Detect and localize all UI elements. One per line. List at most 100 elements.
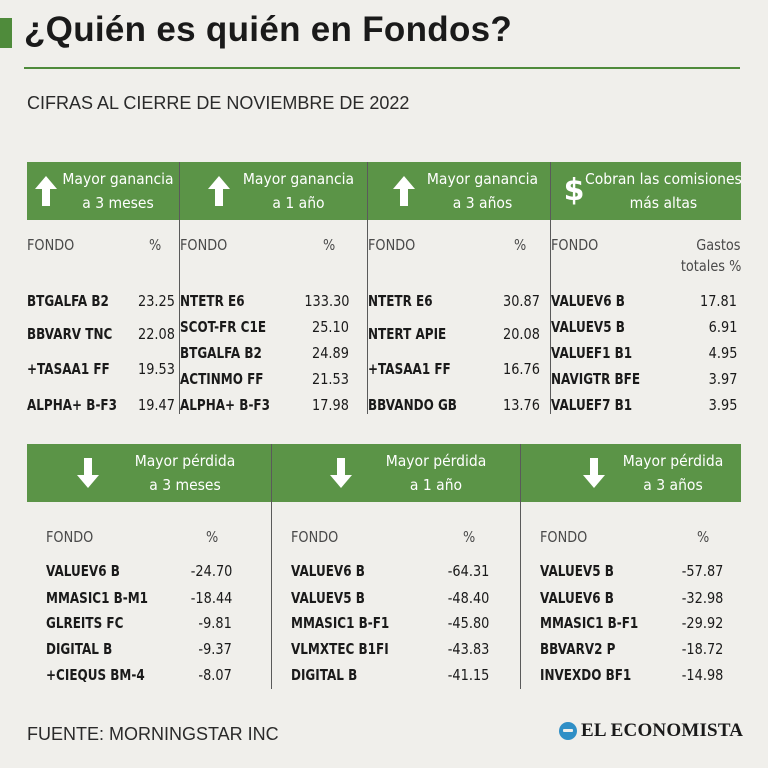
fund-value: -8.07 <box>198 666 232 684</box>
fund-name: ALPHA+ B-F3 <box>27 396 117 414</box>
fund-name: BBVANDO GB <box>368 396 457 414</box>
panel-header: Mayor pérdida a 1 año <box>272 444 520 502</box>
fund-name: NTETR E6 <box>180 292 245 310</box>
arrow-up-icon <box>208 176 230 206</box>
panel-header: $ Cobran las comisiones más altas <box>551 162 742 220</box>
logo-text: EL ECONOMISTA <box>581 720 744 741</box>
column-label-fund: FONDO <box>27 236 75 254</box>
fund-value: 3.97 <box>708 370 737 388</box>
fund-name: VALUEF7 B1 <box>551 396 633 414</box>
fund-value: -43.83 <box>447 640 489 658</box>
panel-header: Mayor ganancia a 3 años <box>368 162 550 220</box>
panel-heading-line: a 3 meses <box>149 476 221 494</box>
panel-heading-line: Mayor pérdida <box>622 452 724 470</box>
panel-heading-line: a 3 años <box>452 194 513 212</box>
title-accent-bar <box>0 18 12 48</box>
fund-value: 22.08 <box>138 325 175 343</box>
fund-name: BBVARV TNC <box>27 325 113 343</box>
fund-name: BBVARV2 P <box>540 640 616 658</box>
panel-header: Mayor ganancia a 3 meses <box>27 162 179 220</box>
fund-value: -9.81 <box>198 614 232 632</box>
fund-value: 24.89 <box>312 344 349 362</box>
arrow-down-icon <box>77 458 99 488</box>
fund-value: 23.25 <box>138 292 175 310</box>
fund-value: 4.95 <box>708 344 737 362</box>
panel-heading-line: Mayor ganancia <box>242 170 355 188</box>
column-label-fund: FONDO <box>46 528 94 546</box>
fund-name: NTETR E6 <box>368 292 433 310</box>
brand-logo: EL ECONOMISTA <box>559 720 743 742</box>
page-title: ¿Quién es quién en Fondos? <box>24 10 513 49</box>
fund-name: VALUEV6 B <box>46 562 120 580</box>
fund-name: BTGALFA B2 <box>27 292 109 310</box>
title-divider <box>24 67 740 69</box>
fund-name: MMASIC1 B-F1 <box>540 614 639 632</box>
fund-name: VALUEV5 B <box>291 589 365 607</box>
fund-name: VALUEV5 B <box>540 562 614 580</box>
fund-name: +TASAA1 FF <box>27 360 110 378</box>
fund-value: -64.31 <box>447 562 489 580</box>
column-label-value: totales % <box>680 257 741 275</box>
fund-name: DIGITAL B <box>46 640 113 658</box>
fund-name: +CIEQUS BM-4 <box>46 666 145 684</box>
column-label-value: Gastos <box>696 236 741 254</box>
panel-heading-line: a 1 año <box>409 476 463 494</box>
fund-name: VALUEV6 B <box>540 589 614 607</box>
logo-mark-icon <box>559 722 577 740</box>
panel-heading-line: Mayor pérdida <box>134 452 236 470</box>
panel-header: Mayor pérdida a 3 meses <box>27 444 271 502</box>
fund-value: -14.98 <box>681 666 723 684</box>
panel-heading-line: Mayor ganancia <box>426 170 539 188</box>
fund-name: MMASIC1 B-F1 <box>291 614 390 632</box>
column-label-fund: FONDO <box>540 528 588 546</box>
fund-value: 30.87 <box>503 292 540 310</box>
column-divider <box>367 162 368 414</box>
panel-heading: Mayor ganancia a 1 año <box>230 167 367 215</box>
column-label-fund: FONDO <box>368 236 416 254</box>
column-divider <box>550 162 551 414</box>
fund-value: 17.98 <box>312 396 349 414</box>
arrow-down-icon <box>330 458 352 488</box>
fund-value: -18.44 <box>190 589 232 607</box>
fund-value: 16.76 <box>503 360 540 378</box>
panel-heading-line: más altas <box>629 194 698 212</box>
panel-header: Mayor pérdida a 3 años <box>521 444 741 502</box>
fund-value: 19.47 <box>138 396 175 414</box>
fund-name: GLREITS FC <box>46 614 124 632</box>
column-label-value: % <box>513 236 526 254</box>
fund-name: VALUEF1 B1 <box>551 344 633 362</box>
panel-heading: Mayor ganancia a 3 meses <box>57 167 179 215</box>
arrow-down-icon <box>583 458 605 488</box>
fund-value: 21.53 <box>312 370 349 388</box>
column-divider <box>520 444 521 689</box>
panel-heading-line: a 1 año <box>272 194 325 212</box>
fund-value: 3.95 <box>708 396 737 414</box>
fund-value: -48.40 <box>447 589 489 607</box>
column-label-fund: FONDO <box>180 236 228 254</box>
fund-value: -41.15 <box>447 666 489 684</box>
fund-name: MMASIC1 B-M1 <box>46 589 149 607</box>
panel-heading: Cobran las comisiones más altas <box>585 167 742 215</box>
panel-heading-line: Cobran las comisiones <box>585 170 742 188</box>
panel-header: Mayor ganancia a 1 año <box>180 162 367 220</box>
column-label-value: % <box>462 528 475 546</box>
fund-name: ACTINMO FF <box>180 370 264 388</box>
panel-heading-line: Mayor pérdida <box>385 452 487 470</box>
fund-name: SCOT-FR C1E <box>180 318 267 336</box>
column-label-value: % <box>696 528 709 546</box>
fund-value: -45.80 <box>447 614 489 632</box>
column-label-value: % <box>322 236 335 254</box>
column-label-fund: FONDO <box>291 528 339 546</box>
fund-value: 20.08 <box>503 325 540 343</box>
fund-value: -24.70 <box>190 562 232 580</box>
column-label-value: % <box>148 236 161 254</box>
fund-value: 25.10 <box>312 318 349 336</box>
fund-value: -57.87 <box>681 562 723 580</box>
fund-name: VALUEV5 B <box>551 318 625 336</box>
panel-heading: Mayor pérdida a 3 meses <box>99 449 271 497</box>
fund-value: 17.81 <box>700 292 737 310</box>
arrow-up-icon <box>35 176 57 206</box>
fund-name: NAVIGTR BFE <box>551 370 641 388</box>
fund-name: DIGITAL B <box>291 666 358 684</box>
column-label-fund: FONDO <box>551 236 599 254</box>
